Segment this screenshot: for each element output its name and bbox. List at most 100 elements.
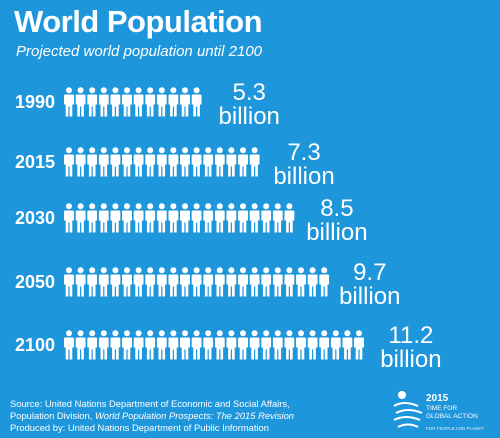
person-icon <box>214 267 225 297</box>
person-icon <box>226 267 237 297</box>
person-icon <box>133 147 144 177</box>
person-icon <box>145 87 156 117</box>
person-icon <box>249 330 260 360</box>
person-icon <box>203 203 214 233</box>
person-icon <box>342 330 353 360</box>
person-icon <box>110 267 121 297</box>
person-icon <box>122 87 132 117</box>
person-icon <box>319 330 330 360</box>
swirl-logo-icon <box>393 391 423 428</box>
source-line-1: Source: United Nations Department of Eco… <box>10 398 290 409</box>
person-icon <box>133 267 144 297</box>
source-division: Population Division, <box>10 410 95 421</box>
person-icon <box>226 330 237 360</box>
person-icon <box>156 147 167 177</box>
value-label-2050: 9.7 <box>353 259 386 286</box>
person-icon <box>319 267 330 297</box>
person-icon <box>191 330 202 360</box>
unit-label-1990: billion <box>219 103 280 130</box>
page-title: World Population <box>14 4 263 39</box>
person-icon <box>168 330 179 360</box>
person-icon <box>261 203 272 233</box>
person-icon <box>180 203 190 233</box>
person-icon <box>122 147 132 177</box>
person-icon <box>75 203 86 233</box>
logo-year: 2015 <box>426 393 449 404</box>
person-icon <box>98 87 109 117</box>
person-icon <box>168 203 179 233</box>
year-label-2100: 2100 <box>15 335 55 355</box>
person-icon <box>75 267 86 297</box>
person-icon <box>249 267 260 297</box>
person-icon <box>191 203 202 233</box>
unit-label-2050: billion <box>339 283 400 310</box>
person-icon <box>145 147 156 177</box>
population-bar-2100 <box>64 330 364 360</box>
source-footer: Source: United Nations Department of Eco… <box>10 398 370 434</box>
person-icon <box>272 203 283 233</box>
person-icon <box>87 203 98 233</box>
year-label-2030: 2030 <box>15 208 55 228</box>
person-icon <box>75 147 86 177</box>
person-icon <box>180 87 190 117</box>
person-icon <box>180 267 190 297</box>
person-icon <box>238 147 248 177</box>
unit-label-2015: billion <box>273 163 334 190</box>
person-icon <box>238 203 248 233</box>
person-icon <box>98 267 109 297</box>
population-bar-2030 <box>64 203 295 233</box>
person-icon <box>203 330 214 360</box>
person-icon <box>226 203 237 233</box>
population-bar-1990 <box>64 87 202 117</box>
person-icon <box>75 330 86 360</box>
person-icon <box>214 203 225 233</box>
person-icon <box>133 87 144 117</box>
person-icon <box>226 147 237 177</box>
person-icon <box>284 203 295 233</box>
person-icon <box>87 330 98 360</box>
person-icon <box>168 147 179 177</box>
person-icon <box>87 147 98 177</box>
person-icon <box>122 203 132 233</box>
year-label-1990: 1990 <box>15 92 55 112</box>
logo-line-1: TIME FOR <box>426 405 458 412</box>
person-icon <box>156 330 167 360</box>
person-icon <box>110 330 121 360</box>
person-icon <box>249 203 260 233</box>
person-icon <box>133 330 144 360</box>
page-subtitle: Projected world population until 2100 <box>16 43 262 60</box>
value-label-2030: 8.5 <box>320 195 353 222</box>
person-icon <box>284 267 295 297</box>
person-icon <box>354 330 364 360</box>
person-icon <box>296 267 306 297</box>
person-icon <box>168 87 179 117</box>
person-icon <box>272 267 283 297</box>
person-icon <box>64 147 74 177</box>
person-icon <box>238 267 248 297</box>
unit-label-2030: billion <box>306 219 367 246</box>
person-icon <box>145 203 156 233</box>
person-icon <box>203 267 214 297</box>
person-icon <box>168 267 179 297</box>
person-icon <box>214 147 225 177</box>
source-publication: World Population Prospects: The 2015 Rev… <box>94 410 295 421</box>
person-icon <box>64 203 74 233</box>
person-icon <box>64 87 74 117</box>
year-label-2015: 2015 <box>15 152 55 172</box>
person-icon <box>272 330 283 360</box>
person-icon <box>98 330 109 360</box>
value-label-2100: 11.2 <box>388 322 433 349</box>
person-icon <box>110 203 121 233</box>
person-icon <box>64 330 74 360</box>
population-bar-2015 <box>64 147 260 177</box>
person-icon <box>284 330 295 360</box>
person-icon <box>214 330 225 360</box>
person-icon <box>110 147 121 177</box>
person-icon <box>110 87 121 117</box>
person-icon <box>191 147 202 177</box>
person-icon <box>156 87 167 117</box>
person-icon <box>98 147 109 177</box>
person-icon <box>249 147 260 177</box>
person-icon <box>87 267 98 297</box>
person-icon <box>145 267 156 297</box>
